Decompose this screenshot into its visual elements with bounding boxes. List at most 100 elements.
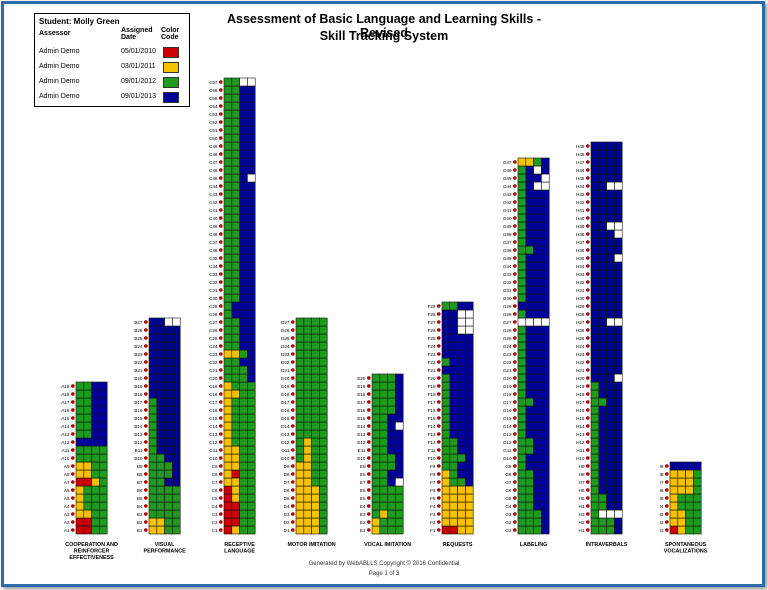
item-label: A3 xyxy=(64,512,70,517)
item-label: H20 xyxy=(576,376,585,381)
grid-cell xyxy=(319,413,328,423)
grid-cell xyxy=(517,197,527,207)
grid-cell xyxy=(541,357,550,367)
item-label: D18 xyxy=(281,392,290,397)
grid-cell xyxy=(223,293,233,303)
grid-cell xyxy=(239,181,248,191)
item-label: G8 xyxy=(505,472,512,477)
item-marker xyxy=(219,232,223,236)
grid-cell xyxy=(693,493,702,503)
item-label: H4 xyxy=(579,504,585,509)
grid-cell xyxy=(533,453,542,463)
grid-cell xyxy=(91,525,100,535)
grid-cell xyxy=(606,333,615,343)
grid-cell xyxy=(247,205,256,215)
item-label: C20 xyxy=(209,376,218,381)
grid-cell xyxy=(164,341,173,351)
grid-cell xyxy=(517,277,527,287)
grid-cell xyxy=(590,229,600,239)
grid-cell xyxy=(231,205,240,215)
grid-cell xyxy=(75,421,85,431)
grid-cell xyxy=(441,301,451,311)
item-label: C37 xyxy=(209,240,218,245)
item-label: B20 xyxy=(134,376,143,381)
grid-cell xyxy=(590,509,600,519)
item-marker xyxy=(586,408,590,412)
grid-cell xyxy=(606,517,615,527)
grid-cell xyxy=(223,325,233,335)
grid-cell xyxy=(590,485,600,495)
grid-cell xyxy=(517,325,527,335)
grid-cell xyxy=(247,189,256,199)
grid-cell xyxy=(239,253,248,263)
grid-cell xyxy=(319,469,328,479)
grid-cell xyxy=(164,365,173,375)
item-label: H49 xyxy=(576,144,585,149)
item-marker xyxy=(513,416,517,420)
grid-cell xyxy=(685,501,694,511)
item-label: F14 xyxy=(428,424,436,429)
grid-cell xyxy=(99,485,108,495)
item-marker xyxy=(437,304,441,308)
item-marker xyxy=(513,424,517,428)
grid-cell xyxy=(247,285,256,295)
grid-cell xyxy=(99,397,108,407)
grid-cell xyxy=(449,485,458,495)
item-marker xyxy=(513,240,517,244)
item-label: B22 xyxy=(134,360,143,365)
item-label: F1 xyxy=(430,528,436,533)
grid-cell xyxy=(295,317,305,327)
grid-cell xyxy=(371,525,381,535)
grid-cell xyxy=(525,221,534,231)
grid-cell xyxy=(606,477,615,487)
item-marker xyxy=(437,416,441,420)
grid-cell xyxy=(465,365,474,375)
grid-cell xyxy=(247,317,256,327)
item-marker xyxy=(367,416,371,420)
grid-cell xyxy=(99,477,108,487)
item-marker xyxy=(144,440,148,444)
grid-cell xyxy=(606,501,615,511)
grid-cell xyxy=(598,197,607,207)
item-label: G1 xyxy=(505,528,512,533)
grid-cell xyxy=(148,373,158,383)
grid-cell xyxy=(517,189,527,199)
grid-cell xyxy=(465,445,474,455)
item-label: C5 xyxy=(212,496,218,501)
grid-cell xyxy=(614,373,623,383)
grid-cell xyxy=(465,373,474,383)
grid-cell xyxy=(441,517,451,527)
item-label: G24 xyxy=(503,344,512,349)
grid-cell xyxy=(590,373,600,383)
item-marker xyxy=(513,472,517,476)
grid-cell xyxy=(247,85,256,95)
item-label: E7 xyxy=(360,480,366,485)
grid-cell xyxy=(541,269,550,279)
item-label: C3 xyxy=(212,512,218,517)
grid-cell xyxy=(598,525,607,535)
grid-cell xyxy=(319,509,328,519)
grid-cell xyxy=(525,509,534,519)
grid-cell xyxy=(606,221,615,231)
item-marker xyxy=(144,392,148,396)
item-label: A11 xyxy=(62,448,70,453)
grid-cell xyxy=(223,485,233,495)
grid-cell xyxy=(239,421,248,431)
item-label: G13 xyxy=(503,432,512,437)
item-marker xyxy=(144,480,148,484)
grid-cell xyxy=(371,389,381,399)
grid-cell xyxy=(319,429,328,439)
grid-cell xyxy=(231,357,240,367)
grid-cell xyxy=(606,197,615,207)
grid-cell xyxy=(395,485,404,495)
grid-cell xyxy=(231,189,240,199)
grid-cell xyxy=(457,389,466,399)
grid-cell xyxy=(441,325,451,335)
grid-cell xyxy=(172,317,181,327)
item-label: G44 xyxy=(503,184,512,189)
grid-cell xyxy=(598,253,607,263)
grid-cell xyxy=(525,301,534,311)
item-marker xyxy=(586,200,590,204)
item-label: H29 xyxy=(576,304,585,309)
grid-cell xyxy=(541,213,550,223)
